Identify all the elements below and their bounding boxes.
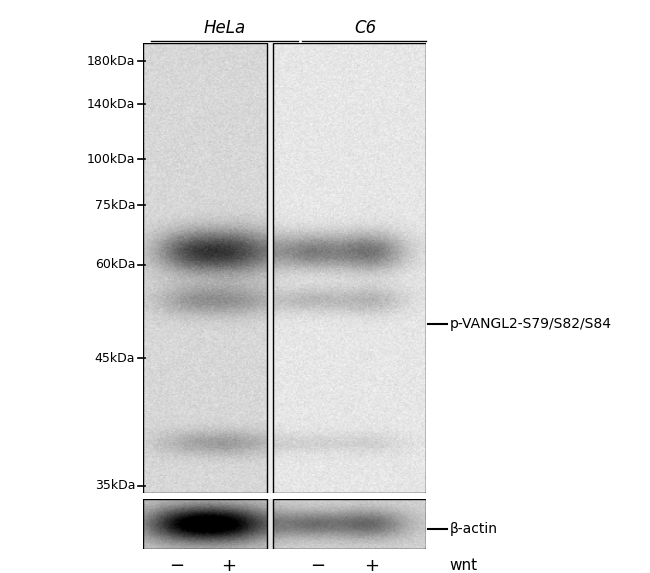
Text: −: − [169, 556, 185, 573]
Bar [273, 43, 426, 493]
Text: 60kDa: 60kDa [95, 258, 135, 271]
Bar [273, 499, 426, 549]
Text: 35kDa: 35kDa [95, 480, 135, 492]
Text: 45kDa: 45kDa [95, 352, 135, 364]
Text: 180kDa: 180kDa [86, 55, 135, 68]
Bar [143, 499, 267, 549]
Text: p-VANGL2-S79/S82/S84: p-VANGL2-S79/S82/S84 [450, 317, 612, 331]
Text: 100kDa: 100kDa [86, 153, 135, 166]
Text: +: + [364, 556, 380, 573]
Text: C6: C6 [354, 19, 376, 37]
Text: β-actin: β-actin [450, 522, 498, 536]
Text: −: − [309, 556, 325, 573]
Text: +: + [221, 556, 237, 573]
Text: 140kDa: 140kDa [87, 98, 135, 111]
Text: wnt: wnt [450, 558, 478, 573]
Text: HeLa: HeLa [203, 19, 245, 37]
Text: 75kDa: 75kDa [95, 199, 135, 211]
Bar [143, 43, 267, 493]
